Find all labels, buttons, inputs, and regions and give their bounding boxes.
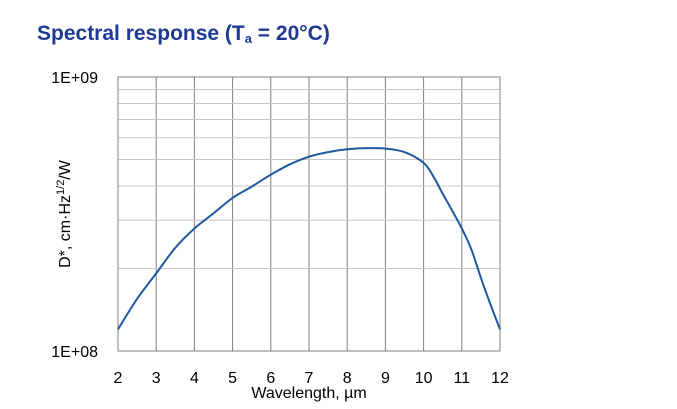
x-tick-label: 12 — [491, 370, 509, 387]
y-tick-label: 1E+08 — [51, 344, 98, 361]
y-axis-label-main: D*, cm·Hz — [57, 195, 74, 268]
y-tick-label: 1E+09 — [51, 70, 98, 87]
y-axis-label-sup: 1/2 — [55, 180, 67, 195]
x-tick-label: 4 — [190, 370, 199, 387]
x-axis-label: Wavelength, µm — [251, 385, 366, 402]
y-tick-labels: 1E+08 1E+09 — [51, 70, 98, 361]
x-tick-label: 9 — [381, 370, 390, 387]
curve-layer — [117, 147, 501, 330]
x-tick-label: 6 — [266, 370, 275, 387]
x-tick-label: 10 — [415, 370, 433, 387]
x-tick-label: 8 — [343, 370, 352, 387]
chart-title: Spectral response (Ta = 20°C) — [37, 22, 330, 46]
chart-title-subscript: a — [244, 31, 252, 46]
y-axis-label-tail: /W — [57, 159, 74, 179]
x-tick-label: 11 — [453, 370, 470, 387]
plot-frame — [117, 76, 501, 352]
chart-title-main: Spectral response (T — [37, 22, 245, 45]
spectral-response-curve — [117, 147, 501, 330]
x-tick-label: 3 — [152, 370, 161, 387]
x-tick-labels: 2 3 4 5 6 7 8 9 10 11 12 — [114, 370, 509, 387]
x-tick-label: 7 — [305, 370, 314, 387]
x-tick-label: 5 — [228, 370, 237, 387]
x-tick-label: 2 — [114, 370, 123, 387]
grid-layer — [118, 77, 500, 351]
chart-title-rest: = 20°C) — [251, 22, 330, 45]
y-axis-label: D*, cm·Hz1/2/W — [55, 159, 74, 268]
